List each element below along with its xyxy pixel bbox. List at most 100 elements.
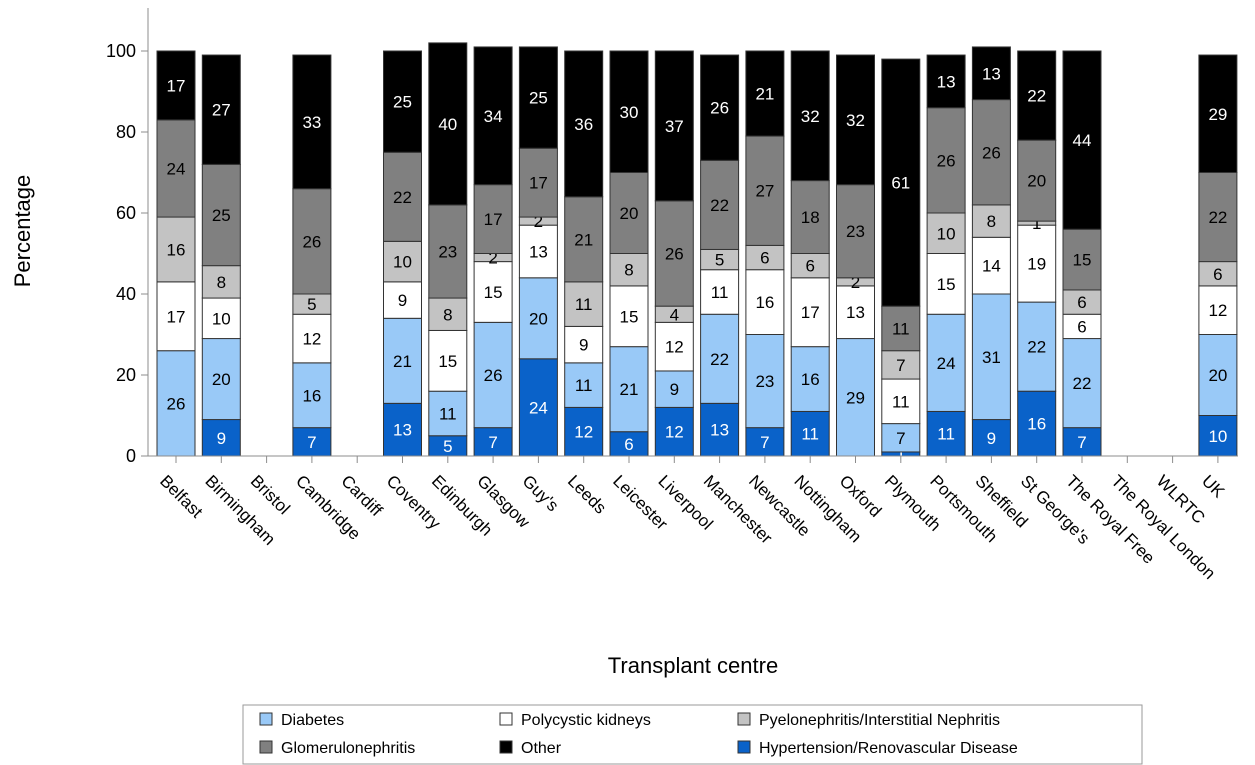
bar-segment — [564, 362, 604, 408]
bar-value-label: 20 — [1027, 172, 1046, 191]
bar-value-label: 6 — [1077, 293, 1086, 312]
bar-segment — [428, 204, 468, 299]
bar-segment — [156, 281, 196, 352]
y-tick-label: 0 — [126, 446, 136, 466]
bar-segment — [1017, 139, 1057, 222]
bar-value-label: 17 — [167, 76, 186, 95]
bar-segment — [971, 46, 1011, 101]
bar-segment — [609, 50, 649, 173]
legend-swatch — [499, 740, 513, 754]
y-tick-label: 20 — [116, 365, 136, 385]
bar-value-label: 13 — [846, 303, 865, 322]
bar-segment — [926, 54, 966, 109]
bar-value-label: 7 — [307, 433, 316, 452]
bar-value-label: 11 — [439, 404, 457, 423]
bar-segment — [971, 99, 1011, 206]
bar-value-label: 21 — [574, 230, 593, 249]
bar-value-label: 13 — [982, 64, 1001, 83]
bar-segment — [201, 163, 241, 267]
bar-value-label: 6 — [760, 249, 769, 268]
bar-segment — [881, 305, 921, 352]
bar-value-label: 31 — [982, 348, 1001, 367]
bar-value-label: 26 — [484, 366, 503, 385]
x-tick-label: UK — [1198, 471, 1229, 502]
bar-value-label: 22 — [1027, 338, 1046, 357]
bar-segment — [473, 427, 513, 457]
bar-segment — [926, 253, 966, 315]
y-tick-label: 100 — [106, 41, 136, 61]
bar-value-label: 9 — [670, 380, 679, 399]
legend-swatch — [259, 740, 273, 754]
bar-value-label: 61 — [891, 174, 910, 193]
bar-segment — [292, 188, 332, 295]
bar-value-label: 27 — [212, 101, 231, 120]
bar-value-label: 7 — [1077, 433, 1086, 452]
bar-value-label: 13 — [710, 421, 729, 440]
bar-segment — [518, 46, 558, 149]
bar-segment — [564, 196, 604, 283]
bar-segment — [926, 410, 966, 457]
bar-segment — [745, 427, 785, 457]
bar-value-label: 13 — [937, 72, 956, 91]
bar-segment — [1017, 301, 1057, 392]
bar-segment — [1017, 390, 1057, 457]
bar-segment — [881, 423, 921, 453]
bar-segment — [654, 321, 694, 372]
bar-segment — [1062, 427, 1102, 457]
legend-entry: Other — [521, 740, 562, 757]
bar-segment — [1198, 415, 1238, 457]
bar-value-label: 16 — [302, 386, 321, 405]
bar-segment — [383, 151, 422, 242]
bar-value-label: 6 — [1213, 265, 1222, 284]
bar-value-label: 26 — [982, 143, 1001, 162]
bar-segment — [383, 281, 422, 319]
bar-value-label: 2 — [488, 249, 497, 268]
bar-value-label: 9 — [398, 291, 407, 310]
x-tick-label: Belfast — [156, 471, 206, 521]
bar-segment — [292, 313, 332, 364]
bar-value-label: 34 — [484, 107, 503, 126]
bar-value-label: 37 — [665, 117, 684, 136]
bar-segment — [564, 50, 604, 198]
bar-value-label: 36 — [574, 115, 593, 134]
bar-segment — [654, 200, 694, 307]
bar-value-label: 11 — [892, 392, 910, 411]
bar-segment — [201, 297, 241, 340]
bar-segment — [156, 216, 196, 283]
bar-value-label: 11 — [937, 425, 955, 444]
bar-segment — [790, 253, 830, 279]
bar-value-label: 2 — [534, 212, 543, 231]
bar-segment — [700, 313, 740, 404]
bar-value-label: 15 — [484, 283, 503, 302]
bar-value-label: 12 — [302, 330, 321, 349]
y-tick-label: 60 — [116, 203, 136, 223]
bar-segment — [609, 285, 649, 348]
bar-value-label: 10 — [937, 224, 956, 243]
bar-segment — [790, 180, 830, 255]
plot-area: 0261716241792010825277161252633132191022… — [156, 42, 1238, 466]
bar-value-label: 8 — [217, 273, 226, 292]
bar-value-label: 17 — [801, 303, 820, 322]
bar-segment — [428, 329, 468, 392]
bar-value-label: 1 — [1032, 214, 1041, 233]
legend-swatch — [259, 712, 273, 726]
legend-entry: Diabetes — [281, 712, 344, 729]
bar-segment — [518, 224, 558, 279]
legend-swatch — [499, 712, 513, 726]
bar-value-label: 22 — [710, 350, 729, 369]
bar-value-label: 26 — [167, 394, 186, 413]
bar-value-label: 25 — [212, 206, 231, 225]
bar-segment — [428, 297, 468, 331]
legend-swatch — [737, 712, 751, 726]
bar-value-label: 26 — [937, 151, 956, 170]
bar-segment — [1062, 228, 1102, 291]
bar-segment — [836, 338, 875, 457]
bar-segment — [564, 406, 604, 457]
bar-value-label: 8 — [624, 261, 633, 280]
bar-value-label: 14 — [982, 257, 1001, 276]
bar-value-label: 32 — [801, 107, 820, 126]
bar-value-label: 22 — [1073, 374, 1092, 393]
bar-value-label: 44 — [1073, 131, 1092, 150]
bar-value-label: 20 — [620, 204, 639, 223]
bar-segment — [1062, 338, 1102, 429]
